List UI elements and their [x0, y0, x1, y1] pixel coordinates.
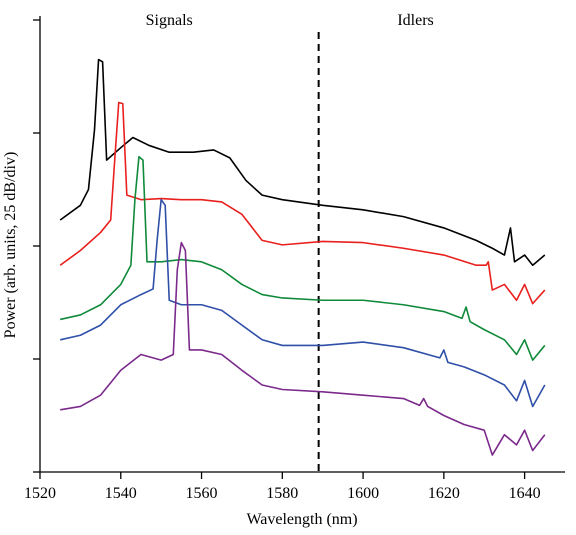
- x-axis-label: Wavelength (nm): [246, 511, 357, 528]
- spectrum-line: [60, 198, 546, 408]
- spectrum-line: [60, 241, 546, 456]
- spectrum-line: [59, 58, 546, 267]
- annotation: Signals: [146, 12, 193, 29]
- annotation: Idlers: [397, 12, 433, 29]
- y-axis-label: Power (arb. units, 25 dB/div): [2, 152, 19, 339]
- spectrum-line: [60, 155, 546, 361]
- x-tick-label: 1620: [428, 485, 460, 502]
- x-tick-label: 1580: [266, 485, 298, 502]
- x-tick-label: 1600: [347, 485, 379, 502]
- spectrum-line: [59, 101, 546, 305]
- x-tick-label: 1540: [105, 485, 137, 502]
- x-tick-label: 1640: [509, 485, 541, 502]
- x-tick-label: 1560: [186, 485, 218, 502]
- x-tick-label: 1520: [24, 485, 56, 502]
